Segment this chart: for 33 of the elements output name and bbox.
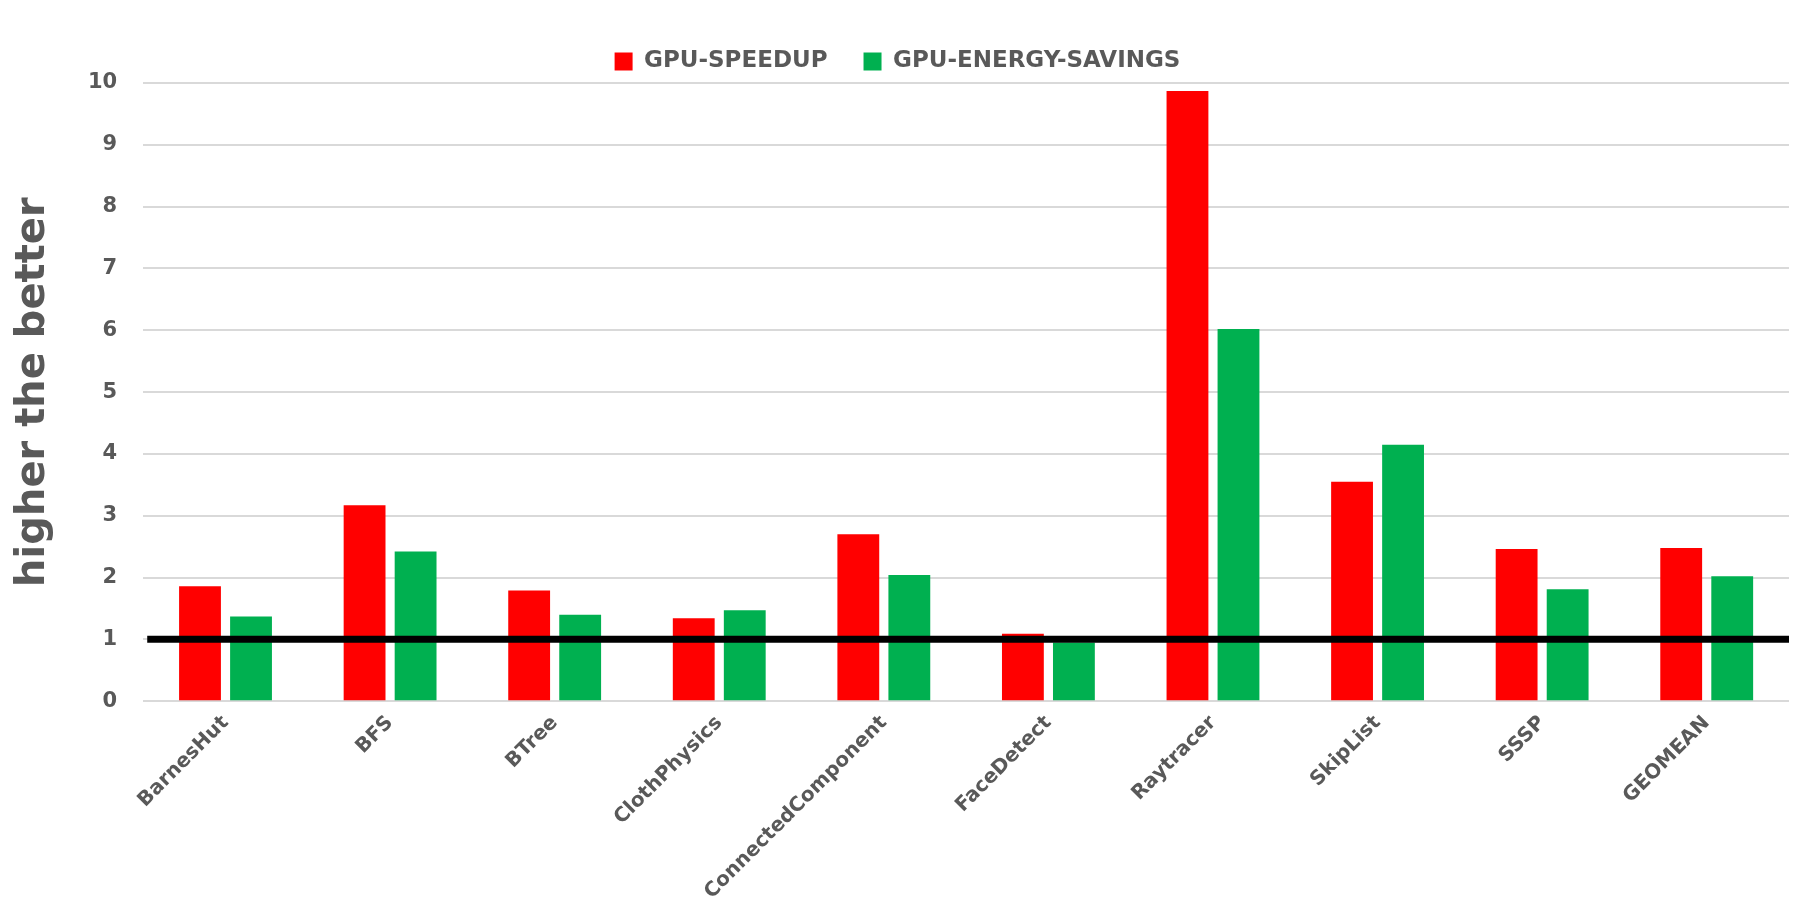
- bar: [723, 610, 766, 701]
- y-axis-title: higher the better: [7, 197, 54, 587]
- y-tick-label: 2: [102, 564, 118, 589]
- y-tick-label: 6: [102, 316, 118, 341]
- y-tick-label: 1: [102, 625, 118, 650]
- y-tick-label: 9: [102, 131, 118, 156]
- y-tick-label: 0: [102, 687, 118, 712]
- bar: [1331, 481, 1373, 701]
- legend-label: GPU-ENERGY-SAVINGS: [893, 46, 1181, 73]
- bar: [1166, 91, 1209, 701]
- y-tick-label: 10: [87, 69, 118, 94]
- y-tick-label: 3: [102, 502, 118, 527]
- bar: [1495, 549, 1538, 701]
- bar: [1660, 547, 1703, 701]
- bar: [837, 534, 880, 701]
- bar: [343, 505, 386, 701]
- bar: [672, 618, 715, 701]
- y-tick-label: 5: [102, 378, 118, 403]
- bar: [1711, 576, 1754, 701]
- legend-label: GPU-SPEEDUP: [644, 46, 828, 73]
- y-tick-label: 4: [102, 440, 118, 465]
- bar: [888, 575, 931, 701]
- y-tick-label: 8: [102, 193, 118, 218]
- bar: [1217, 329, 1260, 701]
- bar: [1382, 444, 1424, 701]
- bar: [394, 551, 437, 701]
- bar: [1052, 642, 1095, 701]
- bar: [179, 586, 221, 701]
- bar: [1546, 589, 1589, 701]
- y-tick-label: 7: [102, 254, 118, 279]
- bar: [508, 590, 551, 701]
- bar: [559, 614, 602, 701]
- bar: [230, 616, 272, 701]
